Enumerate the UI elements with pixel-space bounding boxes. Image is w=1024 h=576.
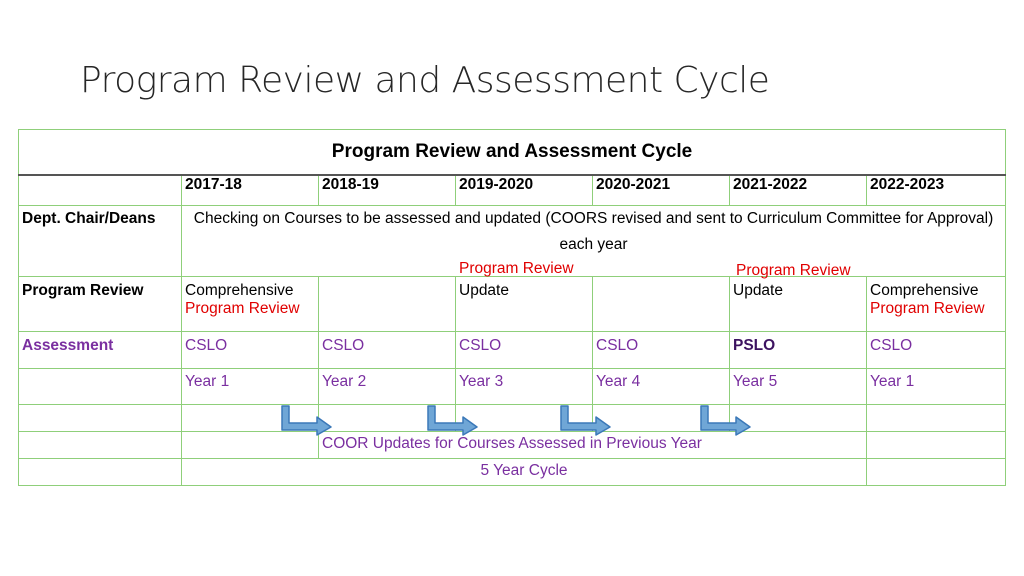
program-review-note: Program Review: [185, 300, 300, 317]
program-review-cell: Comprehensive Program Review: [181, 276, 319, 332]
year-number: Year 3: [455, 368, 593, 405]
bent-arrow-icon: [427, 405, 478, 436]
assessment-value: CSLO: [318, 331, 456, 369]
empty-cell: [865, 404, 1007, 432]
year-number: Year 1: [181, 368, 319, 405]
program-review-overflow-label: Program Review: [736, 262, 851, 279]
program-review-overflow-label: Program Review: [459, 260, 574, 277]
cycle-row: 5 Year Cycle: [18, 458, 1007, 486]
assessment-label: Assessment: [18, 331, 182, 369]
empty-cell: [865, 431, 1007, 459]
program-review-type: Comprehensive: [185, 282, 294, 299]
assessment-row: Assessment CSLO CSLO CSLO CSLO PSLO CSLO: [18, 331, 1007, 369]
empty-cell: [181, 431, 319, 459]
year-number: Year 1: [865, 368, 1007, 405]
table-title: Program Review and Assessment Cycle: [17, 129, 1007, 176]
assessment-value: CSLO: [455, 331, 593, 369]
program-review-note: Program Review: [870, 300, 985, 317]
year-header: 2022-2023: [865, 174, 1007, 206]
five-year-cycle-text: 5 Year Cycle: [181, 458, 867, 486]
empty-cell: [18, 404, 182, 432]
year-number: Year 2: [318, 368, 456, 405]
year-header: 2017-18: [181, 174, 319, 206]
program-review-cell: [318, 276, 456, 332]
empty-cell: [18, 368, 182, 405]
empty-cell: [18, 431, 182, 459]
year-header: 2021-2022: [729, 174, 867, 206]
bent-arrow-icon: [560, 405, 611, 436]
program-review-type: Update: [733, 282, 783, 299]
coor-updates-text: COOR Updates for Courses Assessed in Pre…: [318, 431, 867, 459]
cycle-table-container: Program Review and Assessment Cycle 2017…: [17, 129, 1007, 487]
header-corner: [18, 174, 182, 206]
year-number-row: Year 1 Year 2 Year 3 Year 4 Year 5 Year …: [18, 368, 1007, 405]
program-review-cell: [592, 276, 730, 332]
assessment-value: CSLO: [181, 331, 319, 369]
cycle-table: Program Review and Assessment Cycle 2017…: [17, 129, 1007, 486]
assessment-value: PSLO: [729, 331, 867, 369]
program-review-label: Program Review: [18, 276, 182, 332]
year-number: Year 4: [592, 368, 730, 405]
program-review-type: Update: [459, 282, 509, 299]
year-header: 2018-19: [318, 174, 456, 206]
dept-row: Dept. Chair/Deans Checking on Courses to…: [18, 205, 1007, 277]
year-number: Year 5: [729, 368, 867, 405]
bent-arrow-icon: [700, 405, 751, 436]
program-review-cell: Update: [455, 276, 593, 332]
program-review-cell: Comprehensive Program Review: [865, 276, 1007, 332]
bent-arrow-icon: [281, 405, 332, 436]
empty-cell: [18, 458, 182, 486]
assessment-value: CSLO: [592, 331, 730, 369]
year-header-row: 2017-18 2018-19 2019-2020 2020-2021 2021…: [18, 174, 1007, 206]
empty-cell: [865, 458, 1007, 486]
empty-cell: [729, 404, 867, 432]
dept-row-label: Dept. Chair/Deans: [18, 205, 182, 277]
coor-row: COOR Updates for Courses Assessed in Pre…: [18, 431, 1007, 459]
program-review-row: Program Review Comprehensive Program Rev…: [18, 276, 1007, 332]
program-review-type: Comprehensive: [870, 282, 979, 299]
program-review-cell: Update: [729, 276, 867, 332]
year-header: 2019-2020: [455, 174, 593, 206]
arrow-row: [18, 404, 1007, 432]
slide-title: Program Review and Assessment Cycle: [80, 60, 770, 101]
dept-row-text: Checking on Courses to be assessed and u…: [180, 205, 1007, 277]
year-header: 2020-2021: [592, 174, 730, 206]
assessment-value: CSLO: [865, 331, 1007, 369]
